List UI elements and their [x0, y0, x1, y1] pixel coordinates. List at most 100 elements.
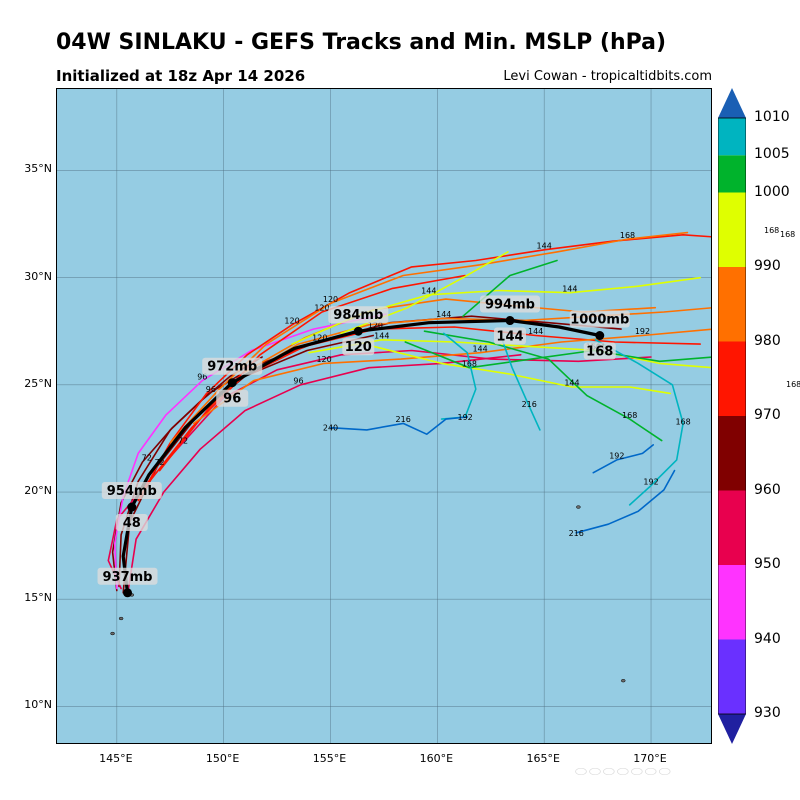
- island: [621, 679, 626, 683]
- hour-label: 216: [396, 415, 411, 424]
- mean-mslp-label: 937mb: [103, 570, 153, 585]
- hour-label: 144: [564, 379, 579, 388]
- member-track: [329, 416, 469, 436]
- hour-label: 168: [675, 417, 690, 426]
- hour-label: 168: [462, 359, 477, 368]
- lon-tick-label: 160°E: [419, 752, 454, 765]
- member-track: [462, 259, 558, 317]
- hour-label: 120: [314, 304, 329, 313]
- hour-label: 120: [316, 355, 331, 364]
- mean-track-marker: [505, 316, 515, 326]
- hour-label: 216: [522, 400, 537, 409]
- mean-mslp-label: 972mb: [207, 360, 257, 375]
- hour-label-box: [216, 389, 249, 407]
- mslp-label-box: [101, 482, 162, 500]
- watermark: ⬭⬭⬭⬭⬭⬭⬭: [575, 764, 673, 780]
- colorbar-segment: [718, 639, 746, 714]
- lat-tick-label: 30°N: [24, 269, 52, 283]
- mslp-label-box: [97, 567, 158, 585]
- mslp-label-box: [202, 357, 263, 375]
- hour-label: 120: [312, 334, 327, 343]
- hour-label-box: [115, 514, 148, 532]
- lon-tick-label: 145°E: [99, 752, 133, 765]
- hour-label: 192: [635, 327, 650, 336]
- colorbar-segment: [718, 192, 746, 267]
- colorbar-tick-label: 970: [754, 407, 781, 423]
- colorbar-segment: [718, 490, 746, 565]
- lon-tick-label: 155°E: [312, 752, 347, 765]
- init-time: Initialized at 18z Apr 14 2026: [56, 67, 306, 85]
- member-track: [423, 330, 663, 442]
- mean-mslp-label: 984mb: [333, 308, 383, 323]
- hour-label: 96: [293, 377, 303, 386]
- mean-hour-label: 120: [345, 340, 372, 355]
- mean-hour-label: 168: [586, 345, 613, 360]
- colorbar-tick-label: 1000: [754, 183, 790, 200]
- colorbar-canvas: [718, 88, 746, 744]
- colorbar-segment: [718, 267, 746, 342]
- map-canvas: 7296120727296969612014412014412012016814…: [57, 89, 711, 743]
- island: [110, 631, 115, 636]
- member-track: [575, 469, 676, 534]
- member-track: [372, 345, 672, 395]
- member-track: [500, 336, 541, 431]
- colorbar-segment: [718, 416, 746, 491]
- colorbar-tick-label: 930: [754, 705, 781, 721]
- hour-label: 144: [421, 287, 436, 296]
- lat-tick-label: 15°N: [24, 591, 52, 605]
- colorbar-tick-label: 980: [754, 332, 781, 349]
- mean-hour-label: 144: [496, 330, 523, 345]
- hour-label: 240: [323, 424, 338, 433]
- mslp-label-box: [328, 306, 389, 324]
- colorbar-tick-label: 960: [754, 481, 781, 498]
- ocean: [57, 89, 711, 743]
- member-track: [594, 339, 684, 506]
- mslp-colorbar: [718, 88, 746, 744]
- member-track: [592, 444, 655, 474]
- mslp-label-box: [480, 295, 541, 313]
- hour-label: 120: [323, 295, 338, 304]
- colorbar-segment: [718, 341, 746, 416]
- mean-mslp-label: 994mb: [485, 298, 535, 313]
- colorbar-tick-label: 950: [754, 556, 781, 572]
- hour-label: 168: [622, 411, 637, 420]
- mean-mslp-label: 1000mb: [570, 313, 629, 328]
- hour-label-box: [494, 327, 527, 345]
- track-map: 7296120727296969612014412014412012016814…: [56, 88, 712, 744]
- colorbar-frame: [718, 117, 746, 715]
- mean-track-marker: [595, 331, 605, 341]
- mean-mslp-label: 954mb: [107, 484, 157, 499]
- colorbar-segment: [718, 118, 746, 156]
- hour-label: 168: [620, 231, 635, 240]
- mean-track-marker: [127, 502, 137, 512]
- lat-tick-label: 25°N: [24, 376, 52, 390]
- colorbar-over-arrow: [718, 88, 746, 118]
- hour-label: 144: [528, 327, 543, 336]
- hour-label: 144: [374, 332, 389, 341]
- hour-label: 192: [609, 452, 624, 461]
- lat-tick-label: 20°N: [24, 484, 52, 498]
- mean-track-marker: [227, 378, 237, 388]
- mean-track-marker: [353, 326, 363, 336]
- offmap-hour-label: 168: [786, 380, 800, 389]
- colorbar-segment: [718, 565, 746, 640]
- colorbar-under-arrow: [718, 714, 746, 744]
- hour-label: 96: [197, 372, 207, 381]
- colorbar-tick-label: 990: [754, 258, 781, 274]
- colorbar-segment: [718, 155, 746, 193]
- member-track: [404, 341, 711, 369]
- hour-label: 144: [436, 310, 451, 319]
- hour-label: 192: [643, 477, 658, 486]
- lat-tick-label: 35°N: [24, 162, 52, 176]
- hour-label: 72: [178, 437, 188, 446]
- lon-tick-label: 150°E: [205, 752, 240, 765]
- hour-label: 144: [472, 344, 487, 353]
- hour-label: 144: [537, 241, 552, 250]
- island: [576, 505, 581, 509]
- hour-label: 72: [142, 454, 152, 463]
- mslp-label-box: [569, 310, 630, 328]
- colorbar-tick-label: 1005: [754, 146, 790, 163]
- lon-tick-label: 170°E: [633, 752, 667, 765]
- mean-hour-label: 48: [123, 516, 141, 531]
- hour-label: 192: [457, 413, 472, 422]
